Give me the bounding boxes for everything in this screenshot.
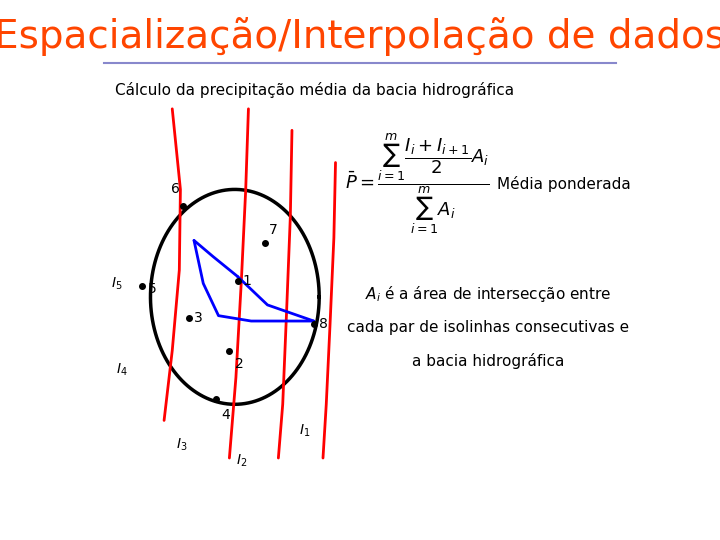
Text: 2: 2 xyxy=(235,357,243,371)
Text: cada par de isolinhas consecutivas e: cada par de isolinhas consecutivas e xyxy=(347,320,629,335)
Text: $I_2$: $I_2$ xyxy=(236,453,248,469)
Text: $A_i$ é a área de intersecção entre: $A_i$ é a área de intersecção entre xyxy=(365,284,611,304)
Text: $I_3$: $I_3$ xyxy=(176,436,187,453)
Text: $I_4$: $I_4$ xyxy=(116,361,127,377)
Text: Espacialização/Interpolação de dados: Espacialização/Interpolação de dados xyxy=(0,17,720,56)
Text: 4: 4 xyxy=(221,408,230,422)
Text: 1: 1 xyxy=(243,274,252,288)
Text: Média ponderada: Média ponderada xyxy=(498,176,631,192)
Text: 8: 8 xyxy=(319,317,328,330)
Text: 3: 3 xyxy=(194,312,203,325)
Text: 5: 5 xyxy=(148,282,156,296)
Text: $I_1$: $I_1$ xyxy=(299,423,310,440)
Text: $\bar{P} = \dfrac{\sum_{i=1}^{m} \dfrac{I_i + I_{i+1}}{2} A_i}{\sum_{i=1}^{m} A_: $\bar{P} = \dfrac{\sum_{i=1}^{m} \dfrac{… xyxy=(345,132,490,237)
Text: 6: 6 xyxy=(171,183,179,197)
Text: Cálculo da precipitação média da bacia hidrográfica: Cálculo da precipitação média da bacia h… xyxy=(115,82,514,98)
Text: $I_5$: $I_5$ xyxy=(111,275,122,292)
Text: 7: 7 xyxy=(269,222,278,237)
Text: a bacia hidrográfica: a bacia hidrográfica xyxy=(412,353,564,369)
